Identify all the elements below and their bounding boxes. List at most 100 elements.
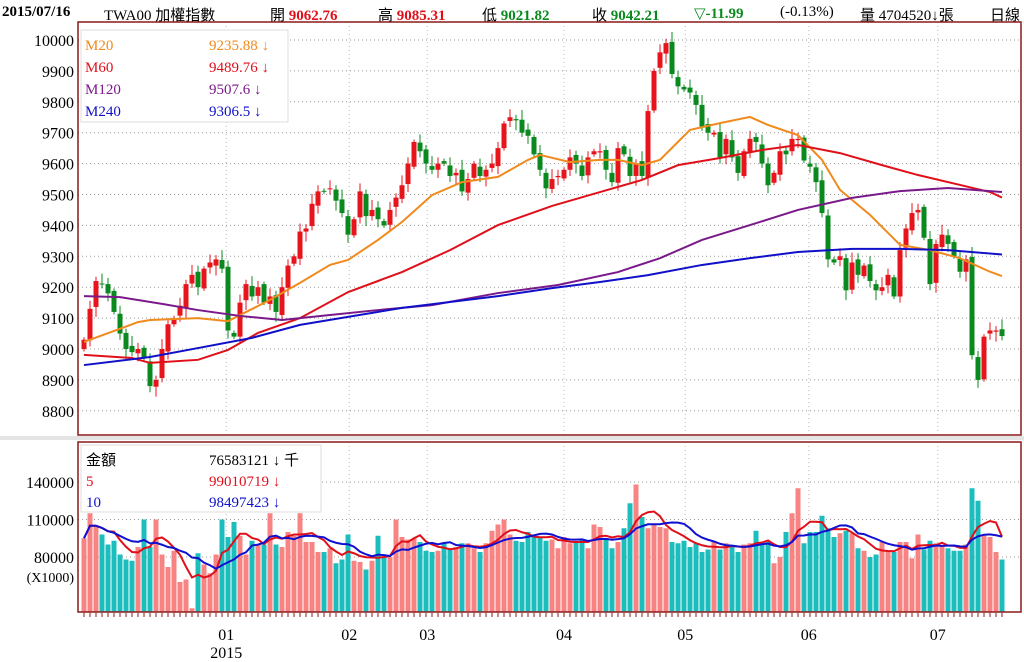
volume-bar [975,500,981,612]
volume-unit-label: (X1000) [27,571,75,586]
volume-bar [669,542,675,612]
candle-up [861,265,867,277]
candle-down [381,221,387,226]
volume-bar [705,549,711,612]
volume-bar [249,540,255,612]
candle-down [105,284,111,294]
volume-bar [141,519,147,612]
candle-down [543,172,549,189]
legend-m120-name: M120 [85,82,121,98]
low-label: 低 [482,8,498,24]
candle-up [501,123,507,149]
candle-up [777,151,783,175]
price-legend: M20 9235.88 ↓ M60 9489.76 ↓ M120 9507.6 … [80,29,289,123]
volume-bar [333,563,339,612]
y-tick-label: 9300 [42,249,74,266]
volume-bar [891,552,897,612]
volume-bar [405,539,411,612]
x-tick-label: 02 [341,627,357,644]
volume-bar [813,532,819,612]
y-tick-label: 9100 [42,311,74,328]
candle-down [705,124,711,133]
candle-down [807,163,813,167]
close-value: 9042.21 [610,8,660,24]
volume-bar [489,530,495,612]
candle-up [555,175,561,178]
volume-bar [375,535,381,612]
volume-bar [159,554,165,612]
volume-bar [651,524,657,612]
volume-bar [867,557,873,612]
volume-bar [735,552,741,612]
candle-up [495,148,501,167]
candle-up [369,209,375,217]
volume-bar [573,542,579,612]
volume-bar [693,543,699,612]
candle-up [483,169,489,177]
candle-up [915,209,921,213]
open-value: 9062.76 [288,8,338,24]
volume-bar [513,540,519,612]
candle-up [453,172,459,176]
period-label[interactable]: 日線 [990,8,1021,24]
candle-up [939,234,945,248]
volume-bar [399,537,405,612]
y-tick-label: 8800 [42,404,74,421]
volume-bar [267,513,273,612]
symbol-label: TWA00 加權指數 [104,8,216,24]
candle-down [111,290,117,312]
volume-bar [243,554,249,612]
y-tick-label: 9000 [42,342,74,359]
volume-bar [93,525,99,612]
volume-bar [675,543,681,612]
y-tick-label: 8900 [42,373,74,390]
candle-down [141,347,147,359]
candle-down [339,199,345,214]
candle-up [159,349,165,379]
candle-down [735,156,741,173]
panel-separator[interactable] [0,436,1024,440]
volume-bar [681,540,687,612]
candle-down [867,264,873,282]
candle-down [969,256,975,356]
volume-bar [117,554,123,612]
candle-down [927,238,933,285]
volume-bar [87,513,93,612]
volume-bar [993,552,999,612]
volume-bar [825,528,831,612]
candle-down [519,119,525,133]
candle-up [243,284,249,301]
candle-up [903,228,909,248]
volume-bar [135,547,141,612]
volume-bar [291,535,297,612]
volume-bar [741,544,747,612]
legend-amount-value: 76583121 ↓ 千 [209,452,299,469]
volume-bar [303,542,309,612]
candle-down [429,166,435,170]
volume-bar [795,488,801,612]
ma-line-m120 [83,187,1003,321]
candle-down [537,153,543,170]
y-tick-label: 10000 [34,33,74,50]
candle-down [831,259,837,263]
candle-up [411,141,417,167]
candle-up [471,163,477,178]
candle-up [909,213,915,231]
candle-up [567,157,573,170]
candle-up [933,243,939,283]
volume-ma5-line [83,510,1003,579]
candle-down [783,150,789,155]
candle-down [219,260,225,269]
volume-bar [429,552,435,612]
volume-bar [663,528,669,612]
volume-bar [297,513,303,612]
volume-unit: 張 [938,8,954,24]
candle-up [507,117,513,121]
volume-y-tick-label: 110000 [27,513,74,530]
volume-bar [549,539,555,612]
candle-down [609,172,615,183]
volume-bar [657,527,663,612]
candle-down [447,165,453,176]
legend-m60-value: 9489.76 ↓ [209,60,269,76]
